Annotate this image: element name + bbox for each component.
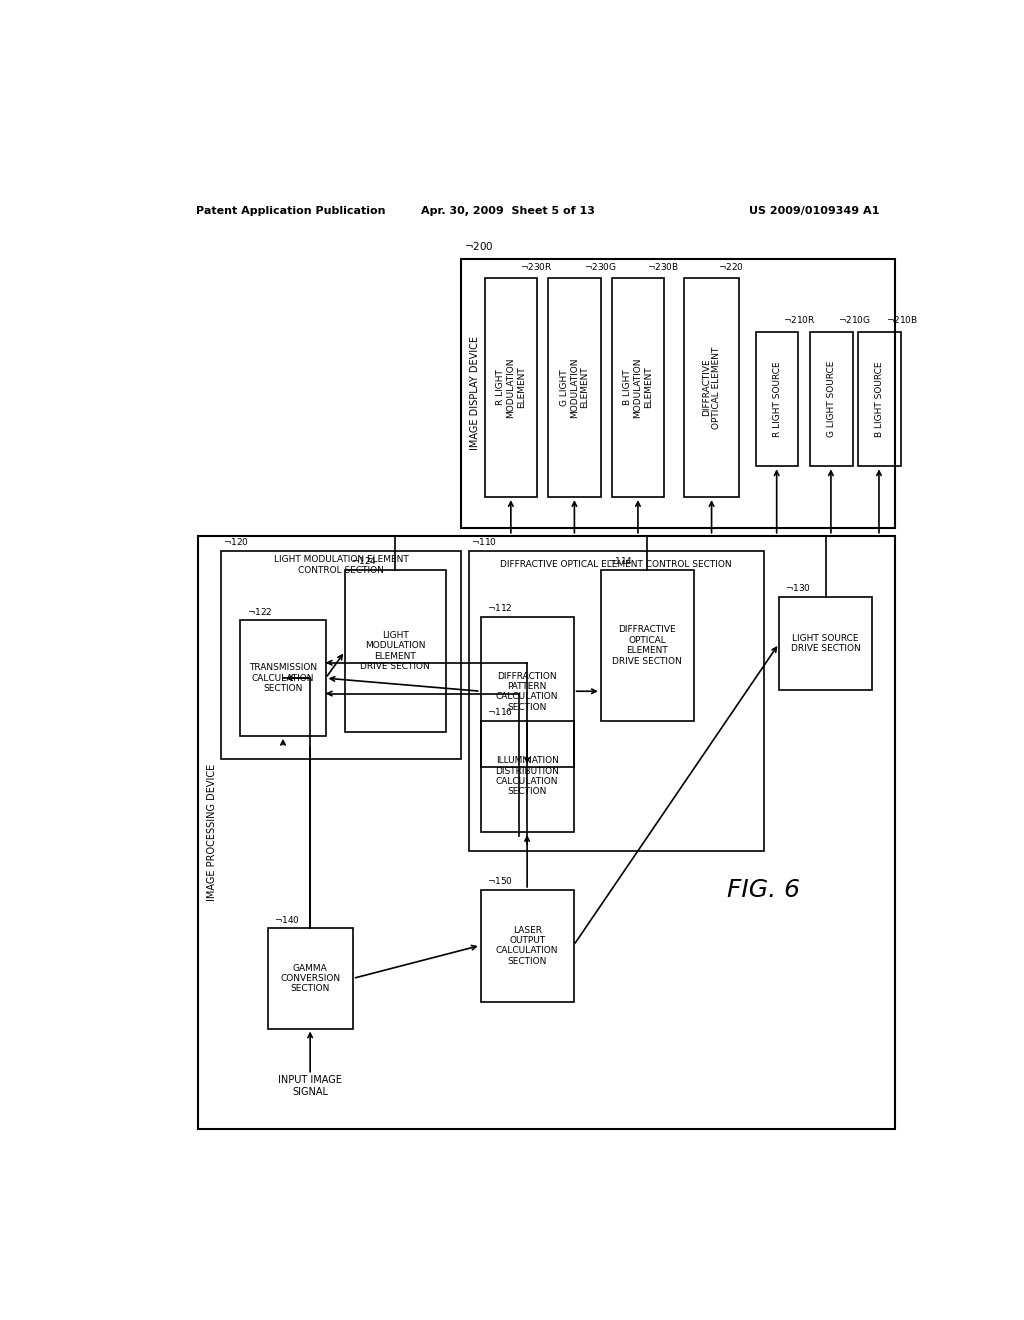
Text: LIGHT SOURCE
DRIVE SECTION: LIGHT SOURCE DRIVE SECTION [791,634,860,653]
Text: LASER
OUTPUT
CALCULATION
SECTION: LASER OUTPUT CALCULATION SECTION [496,925,558,966]
Text: LIGHT
MODULATION
ELEMENT
DRIVE SECTION: LIGHT MODULATION ELEMENT DRIVE SECTION [360,631,430,672]
Bar [756,331,799,466]
Text: $\neg$200: $\neg$200 [464,240,494,252]
Text: $\neg$230R: $\neg$230R [520,260,553,272]
Text: DIFFRACTIVE
OPTICAL ELEMENT: DIFFRACTIVE OPTICAL ELEMENT [701,346,721,429]
Text: $\neg$230G: $\neg$230G [584,260,616,272]
Text: ILLUMINATION
DISTRIBUTION
CALCULATION
SECTION: ILLUMINATION DISTRIBUTION CALCULATION SE… [496,756,559,796]
Text: $\neg$112: $\neg$112 [486,602,513,612]
Text: $\neg$210G: $\neg$210G [838,314,870,326]
Text: DIFFRACTION
PATTERN
CALCULATION
SECTION: DIFFRACTION PATTERN CALCULATION SECTION [496,672,558,711]
Text: $\neg$230B: $\neg$230B [647,260,680,272]
Text: IMAGE DISPLAY DEVICE: IMAGE DISPLAY DEVICE [470,337,480,450]
Text: $\neg$210R: $\neg$210R [783,314,816,326]
Text: $\neg$124: $\neg$124 [351,556,378,566]
Bar [484,277,538,498]
Text: $\neg$150: $\neg$150 [486,875,513,886]
Text: $\neg$110: $\neg$110 [471,536,498,548]
Bar [198,536,895,1129]
Text: $\neg$114: $\neg$114 [607,556,633,566]
Text: $\neg$116: $\neg$116 [486,706,513,717]
Text: R LIGHT SOURCE: R LIGHT SOURCE [772,362,781,437]
Text: INPUT IMAGE
SIGNAL: INPUT IMAGE SIGNAL [279,1076,342,1097]
Text: $\neg$220: $\neg$220 [718,260,743,272]
Text: GAMMA
CONVERSION
SECTION: GAMMA CONVERSION SECTION [280,964,340,994]
Bar [241,620,326,737]
Bar [684,277,738,498]
Text: LIGHT MODULATION ELEMENT
CONTROL SECTION: LIGHT MODULATION ELEMENT CONTROL SECTION [273,556,409,574]
Text: Patent Application Publication: Patent Application Publication [197,206,386,215]
Text: FIG. 6: FIG. 6 [727,878,800,902]
Text: $\neg$122: $\neg$122 [247,606,272,616]
Bar [480,721,573,832]
Bar [267,928,352,1028]
Text: R LIGHT
MODULATION
ELEMENT: R LIGHT MODULATION ELEMENT [496,358,525,417]
Bar [461,259,895,528]
Text: B LIGHT SOURCE: B LIGHT SOURCE [874,362,884,437]
Text: B LIGHT
MODULATION
ELEMENT: B LIGHT MODULATION ELEMENT [623,358,653,417]
Bar [601,570,693,721]
Text: G LIGHT SOURCE: G LIGHT SOURCE [826,360,836,437]
Text: TRANSMISSION
CALCULATION
SECTION: TRANSMISSION CALCULATION SECTION [249,663,317,693]
Bar [480,890,573,1002]
Bar [779,597,872,689]
Bar [548,277,601,498]
Text: DIFFRACTIVE
OPTICAL
ELEMENT
DRIVE SECTION: DIFFRACTIVE OPTICAL ELEMENT DRIVE SECTIO… [612,626,682,665]
Text: $\neg$130: $\neg$130 [785,582,811,594]
Text: $\neg$120: $\neg$120 [223,536,250,548]
Text: $\neg$210B: $\neg$210B [886,314,918,326]
Text: IMAGE PROCESSING DEVICE: IMAGE PROCESSING DEVICE [207,763,217,900]
Text: G LIGHT
MODULATION
ELEMENT: G LIGHT MODULATION ELEMENT [559,358,589,417]
Bar [221,552,461,759]
Bar [858,331,901,466]
Bar [345,570,445,733]
Bar [611,277,665,498]
Bar [480,616,573,767]
Bar [469,552,764,851]
Text: DIFFRACTIVE OPTICAL ELEMENT CONTROL SECTION: DIFFRACTIVE OPTICAL ELEMENT CONTROL SECT… [501,561,732,569]
Text: $\neg$140: $\neg$140 [273,913,300,924]
Text: US 2009/0109349 A1: US 2009/0109349 A1 [750,206,880,215]
Text: Apr. 30, 2009  Sheet 5 of 13: Apr. 30, 2009 Sheet 5 of 13 [421,206,595,215]
Bar [810,331,853,466]
